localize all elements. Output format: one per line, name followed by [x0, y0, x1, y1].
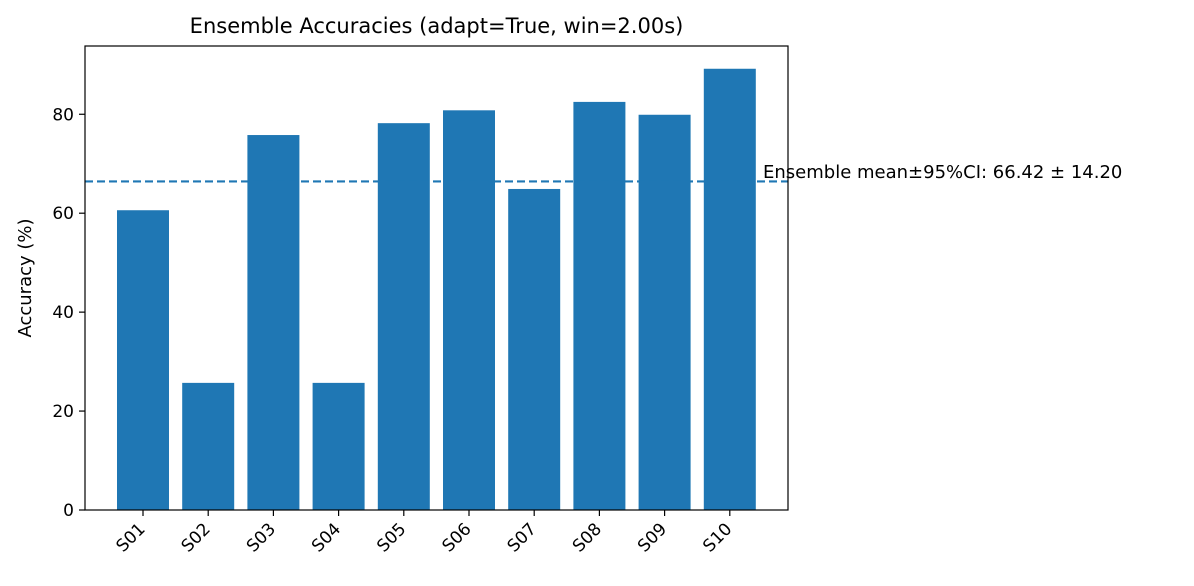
y-tick-label: 60 [52, 204, 74, 224]
x-tick-label: S02 [178, 519, 215, 556]
chart-title: Ensemble Accuracies (adapt=True, win=2.0… [190, 14, 684, 38]
y-tick-label: 20 [52, 402, 74, 422]
bar-s01 [117, 210, 169, 510]
bar-s08 [573, 101, 626, 511]
bar-s10 [703, 68, 756, 511]
x-tick-label: S05 [373, 519, 410, 556]
axes-layer [84, 45, 789, 511]
bar-s02 [182, 382, 235, 510]
plot-frame [84, 45, 789, 511]
bar-s09 [638, 114, 691, 510]
bar-s07 [508, 188, 561, 511]
y-ticks: 0 20 40 60 80 [52, 105, 85, 521]
bars-layer [117, 68, 756, 511]
x-tick-label: S06 [438, 519, 475, 556]
y-tick-label: 40 [52, 303, 74, 323]
x-tick-label: S07 [504, 519, 541, 556]
reference-line-label: Ensemble mean±95%CI: 66.42 ± 14.20 [763, 162, 1122, 183]
x-ticks: S01 S02 S03 S04 S05 S06 S07 S08 S09 S10 [112, 510, 736, 556]
bar-s03 [247, 135, 300, 510]
y-tick-label: 80 [52, 105, 74, 125]
x-tick-label: S09 [634, 519, 671, 556]
y-tick-label: 0 [63, 501, 74, 521]
bar-s05 [377, 123, 430, 510]
x-tick-label: S10 [699, 519, 736, 556]
y-axis-label: Accuracy (%) [15, 218, 36, 337]
bar-s06 [443, 110, 495, 510]
bar-s04 [312, 382, 365, 510]
x-tick-label: S08 [569, 519, 606, 556]
x-tick-label: S03 [243, 519, 280, 556]
x-tick-label: S01 [112, 519, 149, 556]
x-tick-label: S04 [308, 519, 345, 556]
